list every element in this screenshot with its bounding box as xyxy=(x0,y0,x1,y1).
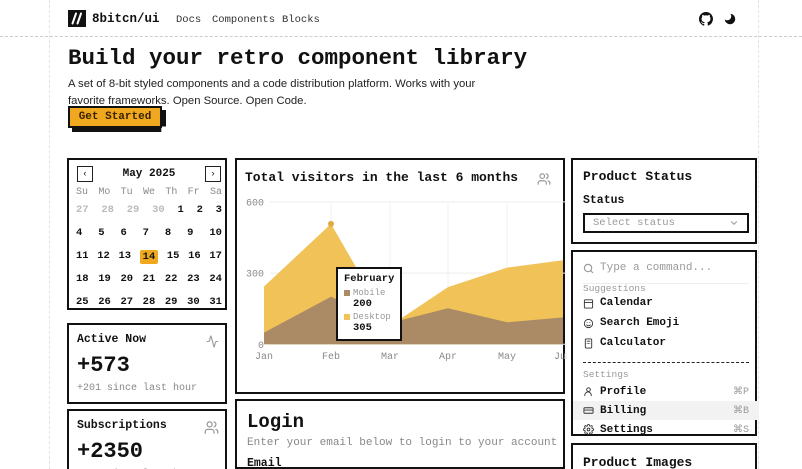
svg-text:300: 300 xyxy=(246,270,264,281)
svg-text:Jan: Jan xyxy=(255,352,273,363)
svg-text:600: 600 xyxy=(246,199,264,210)
svg-text:Apr: Apr xyxy=(439,352,457,363)
svg-text:Feb: Feb xyxy=(322,351,340,363)
svg-text:Jun: Jun xyxy=(554,352,567,363)
svg-text:May: May xyxy=(498,352,516,363)
svg-text:0: 0 xyxy=(258,341,264,352)
svg-text:Mar: Mar xyxy=(381,352,399,363)
